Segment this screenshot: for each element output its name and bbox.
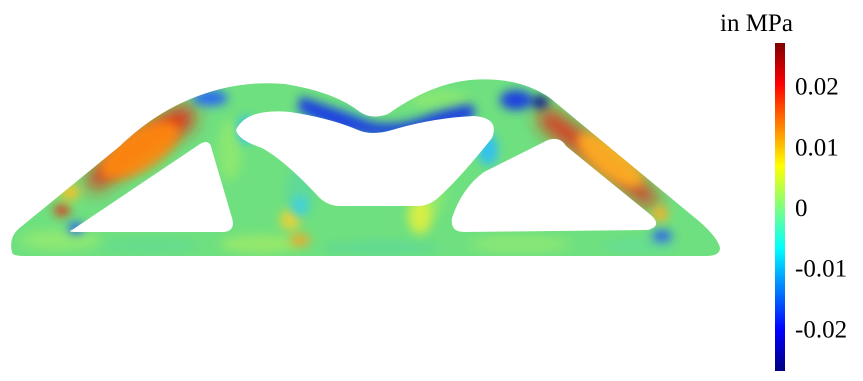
colorbar-tick-label: 0 (795, 195, 808, 222)
colorbar-tick-label: -0.02 (795, 317, 847, 344)
colorbar-tick-label: -0.01 (795, 256, 847, 283)
colorbar-tick-label: 0.02 (795, 74, 839, 101)
colorbar-tick-label: 0.01 (795, 134, 839, 161)
warm-stress-regions (54, 120, 668, 246)
colorbar-unit-label: in MPa (720, 10, 793, 37)
colorbar-gradient (775, 43, 785, 371)
stress-field (0, 60, 740, 270)
colorbar-ticks: 0.02 0.01 0 -0.01 -0.02 (795, 74, 847, 344)
cold-stress-regions (68, 90, 672, 242)
colorbar: in MPa 0.02 0.01 0 -0.01 -0.02 (720, 10, 847, 371)
